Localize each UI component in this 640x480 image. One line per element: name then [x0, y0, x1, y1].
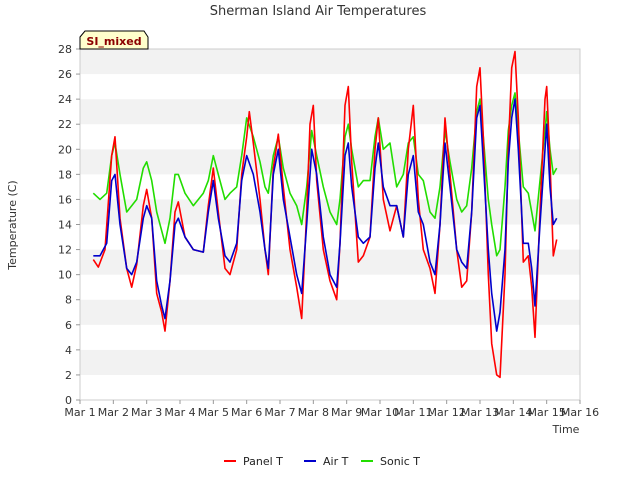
- y-tick-label: 24: [58, 93, 72, 106]
- x-tick-label: Mar 7: [264, 406, 295, 419]
- y-axis-title: Temperature (C): [6, 180, 19, 270]
- site-badge-box: [79, 30, 149, 50]
- y-tick-label: 16: [58, 193, 72, 206]
- y-tick-label: 20: [58, 143, 72, 156]
- grid-band: [80, 149, 580, 175]
- x-axis-ticks: Mar 1 Mar 2 Mar 3 Mar 4 Mar 5 Mar 6 Mar 7 Mar 8…: [64, 400, 599, 419]
- grid-band: [80, 124, 580, 150]
- x-tick-label: Mar 9: [331, 406, 362, 419]
- x-tick-label: Mar 6: [231, 406, 262, 419]
- y-tick-label: 26: [58, 68, 72, 81]
- series-line-air-t: [93, 98, 558, 332]
- x-tick-label: Mar 3: [131, 406, 162, 419]
- x-tick-label: Mar 13: [461, 406, 499, 419]
- grid-band: [80, 174, 580, 200]
- x-tick-label: Mar 4: [164, 406, 195, 419]
- legend: Panel T Air T Sonic T: [224, 455, 420, 468]
- y-tick-label: 22: [58, 118, 72, 131]
- site-badge-label: SI_mixed: [86, 35, 141, 48]
- x-tick-label: Mar 15: [528, 406, 566, 419]
- legend-label: Air T: [323, 455, 349, 468]
- x-tick-label: Mar 10: [361, 406, 399, 419]
- grid-band: [80, 99, 580, 125]
- x-tick-label: Mar 11: [394, 406, 432, 419]
- x-tick-label: Mar 1: [64, 406, 95, 419]
- site-badge: SI_mixed: [79, 30, 149, 50]
- y-tick-label: 18: [58, 168, 72, 181]
- chart-title: Sherman Island Air Temperatures: [210, 4, 427, 19]
- legend-label: Sonic T: [380, 455, 420, 468]
- grid-band: [80, 349, 580, 375]
- plot-background-bands: [80, 49, 580, 400]
- x-tick-label: Mar 8: [298, 406, 329, 419]
- x-tick-label: Mar 16: [561, 406, 599, 419]
- legend-label: Panel T: [243, 455, 283, 468]
- y-tick-label: 4: [65, 344, 72, 357]
- grid-band: [80, 49, 580, 75]
- y-tick-label: 12: [58, 244, 72, 257]
- y-tick-label: 14: [58, 219, 72, 232]
- series-lines: [92, 50, 558, 379]
- x-tick-label: Mar 12: [428, 406, 466, 419]
- grid-band: [80, 299, 580, 325]
- x-tick-label: Mar 14: [494, 406, 532, 419]
- y-tick-label: 2: [65, 369, 72, 382]
- y-tick-label: 0: [65, 394, 72, 407]
- y-tick-label: 10: [58, 269, 72, 282]
- x-tick-label: Mar 5: [198, 406, 229, 419]
- x-axis-title: Time: [552, 423, 580, 436]
- y-tick-label: 8: [65, 294, 72, 307]
- y-tick-label: 6: [65, 319, 72, 332]
- y-tick-label: 28: [58, 43, 72, 56]
- x-tick-label: Mar 2: [98, 406, 129, 419]
- grid-band: [80, 374, 580, 400]
- series-line-sonic-t: [92, 92, 558, 257]
- grid-band: [80, 74, 580, 100]
- grid-band: [80, 324, 580, 350]
